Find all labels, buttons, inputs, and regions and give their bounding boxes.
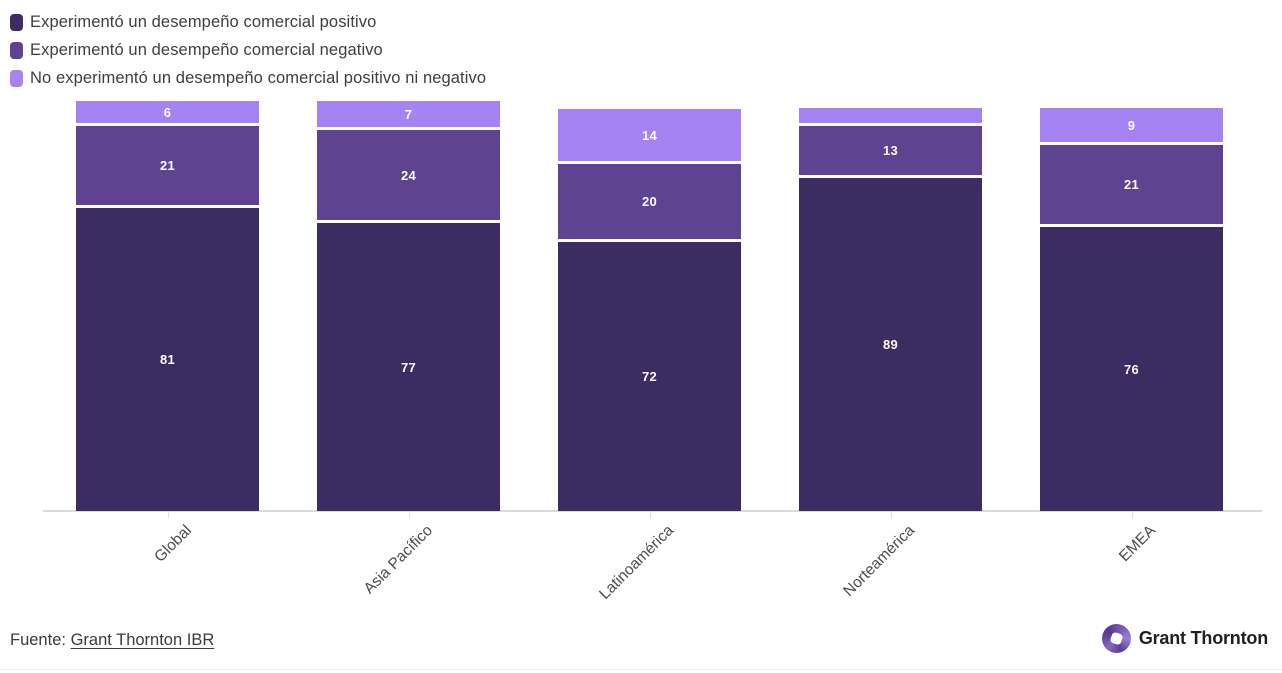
x-axis-line (43, 510, 1262, 512)
bar-segment[interactable]: 9 (1040, 108, 1223, 142)
legend-item-1[interactable]: Experimentó un desempeño comercial negat… (10, 41, 486, 60)
bar-latinoamerica: 14 20 72 (558, 109, 741, 511)
x-axis-label: Asia Pacífico (360, 522, 436, 598)
brand-name: Grant Thornton (1138, 628, 1268, 648)
legend-swatch (10, 14, 23, 31)
bar-segment[interactable]: 7 (317, 101, 500, 127)
legend-item-0[interactable]: Experimentó un desempeño comercial posit… (10, 13, 486, 32)
segment-value-label: 20 (641, 194, 658, 209)
bar-segment[interactable]: 89 (799, 178, 982, 511)
legend-label: Experimentó un desempeño comercial posit… (30, 13, 377, 31)
bar-segment[interactable]: 13 (799, 126, 982, 175)
x-axis-tick (408, 512, 410, 518)
segment-value-label: 21 (159, 158, 176, 173)
x-axis-tick (890, 512, 892, 518)
bar-norteamerica: 4 13 89 (799, 108, 982, 511)
bar-segment[interactable]: 21 (76, 126, 259, 205)
chart-legend: Experimentó un desempeño comercial posit… (10, 13, 486, 97)
source-note: Fuente: Grant Thornton IBR (10, 631, 214, 650)
bar-segment[interactable]: 21 (1040, 145, 1223, 224)
segment-value-label: 24 (400, 167, 417, 183)
bar-segment[interactable]: 4 (799, 108, 982, 123)
segment-value-label: 21 (1123, 177, 1140, 192)
bar-global: 6 21 81 (76, 101, 259, 511)
bar-segment[interactable]: 6 (76, 101, 259, 123)
segment-value-label: 6 (163, 104, 172, 120)
bar-segment[interactable]: 77 (317, 223, 500, 511)
x-axis-label: Latinoamérica (595, 522, 677, 603)
legend-swatch (10, 42, 23, 59)
bottom-divider (0, 669, 1282, 670)
source-link[interactable]: Grant Thornton IBR (70, 631, 215, 649)
bar-segment[interactable]: 72 (558, 242, 741, 511)
segment-value-label: 72 (641, 369, 658, 384)
segment-value-label: 14 (641, 127, 658, 143)
grant-thornton-logo[interactable]: Grant Thornton (1101, 624, 1268, 653)
segment-value-label: 76 (1123, 361, 1140, 377)
bar-emea: 9 21 76 (1040, 108, 1223, 511)
legend-swatch (10, 70, 23, 87)
bar-segment[interactable]: 76 (1040, 227, 1223, 511)
segment-value-label: 77 (400, 359, 417, 375)
legend-label: No experimentó un desempeño comercial po… (30, 69, 487, 87)
bar-segment[interactable]: 81 (76, 208, 259, 511)
segment-value-label: 81 (159, 352, 176, 367)
bar-segment[interactable]: 14 (558, 109, 741, 161)
legend-label: Experimentó un desempeño comercial negat… (30, 41, 383, 59)
x-axis-tick (649, 512, 651, 518)
x-axis-label: Global (150, 522, 195, 566)
x-axis-tick (1131, 512, 1133, 518)
segment-value-label: 9 (1127, 117, 1136, 133)
bar-segment[interactable]: 20 (558, 164, 741, 239)
x-axis-label: Norteamérica (839, 522, 918, 600)
segment-value-label: 13 (882, 143, 899, 158)
segment-value-label: 89 (882, 337, 899, 352)
grant-thornton-swirl-icon (1101, 624, 1131, 653)
segment-value-label: 7 (404, 106, 413, 122)
source-prefix: Fuente: (10, 631, 66, 649)
bar-asia-pacifico: 7 24 77 (317, 101, 500, 511)
x-axis-tick (167, 512, 169, 518)
legend-item-2[interactable]: No experimentó un desempeño comercial po… (10, 69, 486, 88)
bar-segment[interactable]: 24 (317, 130, 500, 220)
